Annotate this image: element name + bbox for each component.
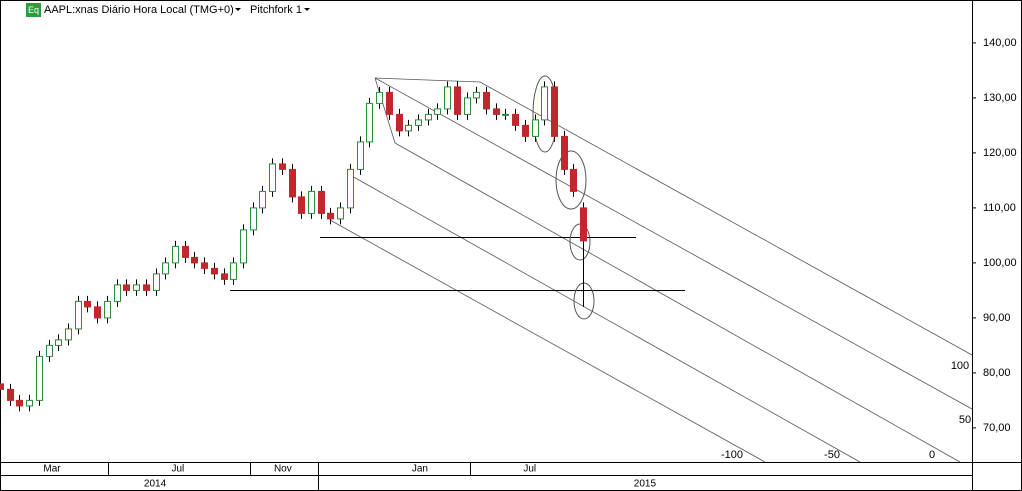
x-tick-label: Jan	[412, 464, 428, 475]
pitchfork-label: -100	[721, 449, 743, 461]
candle-body	[143, 284, 150, 291]
pitchfork	[329, 77, 973, 463]
candle-body	[337, 207, 344, 220]
candle-body	[298, 196, 305, 214]
candle-body	[250, 207, 257, 231]
candle-body	[279, 163, 286, 170]
candle-body	[153, 273, 160, 291]
candle-body	[84, 300, 91, 308]
badge-text: Eq	[28, 5, 39, 15]
y-tick-label: 130,00	[983, 92, 1017, 104]
y-tick-label: 70,00	[983, 422, 1011, 434]
month-separators	[108, 462, 471, 491]
candle-body	[512, 113, 519, 126]
candle-body	[46, 344, 53, 357]
y-tick-label: 80,00	[983, 367, 1011, 379]
candle-body	[318, 190, 325, 214]
chart-title[interactable]: AAPL:xnas Diário Hora Local (TMG+0)	[44, 4, 234, 16]
candle-body	[230, 262, 237, 280]
candle-body	[104, 300, 111, 319]
x-tick-label: Jul	[171, 464, 184, 475]
candle-body	[55, 339, 62, 346]
candle-body	[415, 119, 422, 126]
pitchfork-label: 100	[951, 360, 969, 372]
candle-body	[483, 91, 490, 110]
candle-body	[75, 300, 82, 330]
x-tick-label: Nov	[274, 464, 292, 475]
candle-body	[123, 284, 130, 291]
candle-body	[0, 383, 4, 390]
candle-body	[493, 108, 500, 115]
candle-body	[473, 91, 480, 99]
candle-body	[386, 91, 393, 115]
pitchfork-label: -50	[824, 449, 840, 461]
candle-body	[240, 229, 247, 264]
candle-body	[532, 119, 539, 137]
y-tick-label: 90,00	[983, 312, 1011, 324]
candle-body	[434, 108, 441, 115]
candle-body	[16, 399, 23, 407]
candle-body	[444, 86, 451, 110]
year-label: 2015	[634, 479, 657, 490]
candle-body	[65, 328, 72, 341]
candle-body	[94, 306, 101, 319]
candle-body	[396, 113, 403, 132]
candle-body	[191, 256, 198, 264]
x-tick-label: Mar	[43, 464, 61, 475]
candle-body	[454, 86, 461, 115]
candle-body	[570, 168, 577, 192]
candle-body	[133, 284, 140, 291]
candle-body	[425, 113, 432, 121]
pitchfork-label: 50	[959, 414, 971, 426]
candle-body	[182, 245, 189, 258]
candle-body	[269, 163, 276, 192]
candle-body	[172, 245, 179, 264]
candle-body	[541, 86, 548, 121]
candle-body	[289, 168, 296, 198]
candle-body	[561, 135, 568, 170]
y-tick-label: 140,00	[983, 37, 1017, 49]
y-tick-label: 120,00	[983, 147, 1017, 159]
candle-body	[357, 141, 364, 170]
candle-body	[26, 399, 33, 407]
candle-body	[36, 355, 43, 401]
y-tick-label: 100,00	[983, 257, 1017, 269]
x-tick-label: Jul	[523, 464, 536, 475]
pitchfork-label: 0	[929, 449, 935, 461]
candle-body	[580, 207, 587, 242]
y-tick-label: 110,00	[983, 202, 1016, 214]
candle-body	[162, 262, 169, 275]
candle-body	[221, 273, 228, 280]
candle-body	[522, 124, 529, 137]
candle-body	[551, 86, 558, 137]
candle-body	[405, 124, 412, 132]
candle-body	[211, 267, 218, 275]
candle-body	[366, 102, 373, 143]
candle-body	[502, 113, 509, 116]
candle-body	[259, 190, 266, 209]
dropdown-arrow[interactable]	[304, 8, 310, 11]
candle-body	[376, 91, 383, 104]
badge[interactable]	[26, 3, 41, 17]
candle-body	[114, 284, 121, 302]
candle-body	[327, 212, 334, 220]
candle-body	[201, 262, 208, 269]
year-label: 2014	[144, 479, 167, 490]
candle-body	[7, 388, 14, 401]
candle-body	[308, 190, 315, 214]
dropdown-arrow[interactable]	[235, 8, 241, 11]
candle-body	[347, 168, 354, 209]
toolbar-item[interactable]: Pitchfork 1	[250, 4, 302, 16]
candle-body	[464, 97, 471, 115]
